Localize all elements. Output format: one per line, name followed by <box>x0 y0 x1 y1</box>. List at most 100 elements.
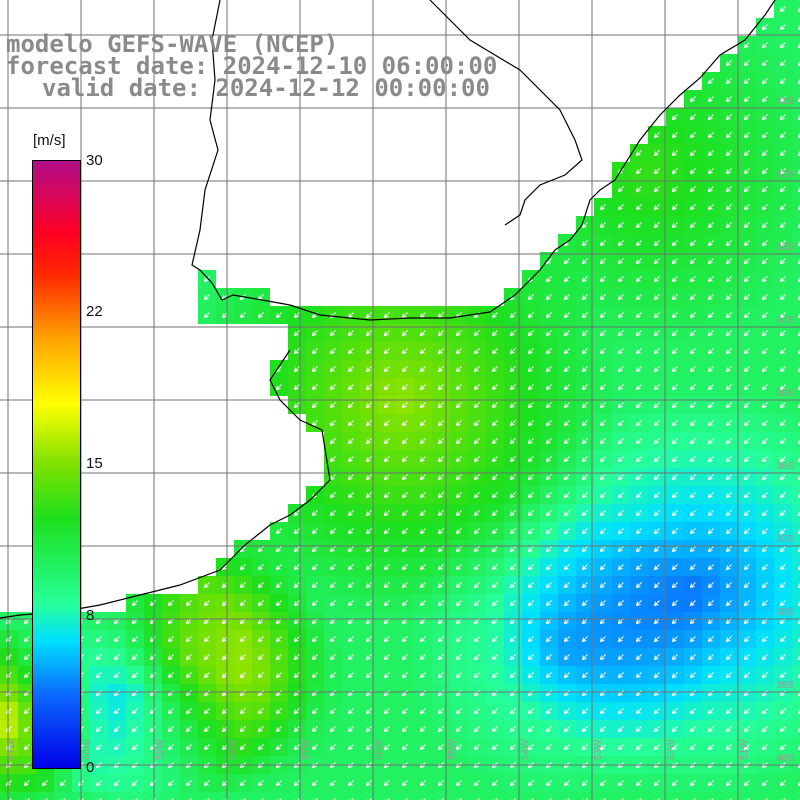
wind-arrow <box>743 510 750 517</box>
wind-arrow <box>203 276 210 283</box>
wind-arrow <box>437 744 444 751</box>
wind-arrow <box>365 582 372 589</box>
wind-arrow <box>725 384 732 391</box>
wind-arrow <box>437 582 444 589</box>
wind-arrow <box>689 726 696 733</box>
wind-arrow <box>203 312 210 319</box>
wind-arrow <box>599 510 606 517</box>
wind-arrow <box>365 672 372 679</box>
wind-arrow <box>636 798 642 800</box>
wind-arrow <box>671 384 678 391</box>
wind-arrow <box>509 780 516 787</box>
wind-arrow <box>707 474 714 481</box>
wind-arrow <box>455 600 462 607</box>
wind-arrow <box>563 258 570 265</box>
lat-label: 32S <box>776 169 794 180</box>
wind-arrow <box>797 223 800 229</box>
wind-arrow <box>581 510 588 517</box>
wind-arrow <box>671 348 678 355</box>
wind-arrow <box>689 348 696 355</box>
wind-arrow <box>5 744 12 751</box>
wind-arrow <box>437 690 444 697</box>
wind-arrow <box>653 330 660 337</box>
wind-arrow <box>635 312 642 319</box>
wind-arrow <box>203 744 210 751</box>
wind-arrow <box>689 258 696 265</box>
wind-arrow <box>437 726 444 733</box>
wind-arrow <box>797 7 800 13</box>
wind-arrow <box>347 726 354 733</box>
wind-arrow <box>707 150 714 157</box>
wind-arrow <box>437 654 444 661</box>
wind-arrow <box>743 330 750 337</box>
wind-arrow <box>582 798 588 800</box>
wind-arrow <box>707 456 714 463</box>
wind-arrow <box>527 564 534 571</box>
wind-arrow <box>707 492 714 499</box>
wind-arrow <box>473 780 480 787</box>
wind-arrow <box>761 186 768 193</box>
wind-arrow <box>707 240 714 247</box>
wind-arrow <box>275 600 282 607</box>
wind-arrow <box>779 600 786 607</box>
wind-arrow <box>707 726 714 733</box>
wind-arrow <box>725 294 732 301</box>
wind-arrow <box>329 510 336 517</box>
wind-arrow <box>383 708 390 715</box>
wind-arrow <box>311 726 318 733</box>
wind-speed-cell <box>18 792 36 800</box>
wind-arrow <box>671 600 678 607</box>
wind-arrow <box>635 456 642 463</box>
wind-arrow <box>797 331 800 337</box>
wind-arrow <box>725 78 732 85</box>
wind-arrow <box>797 583 800 589</box>
wind-arrow <box>455 420 462 427</box>
wind-arrow <box>293 690 300 697</box>
wind-arrow <box>725 636 732 643</box>
wind-arrow <box>743 168 750 175</box>
wind-arrow <box>707 132 714 139</box>
wind-arrow <box>437 384 444 391</box>
wind-arrow <box>581 636 588 643</box>
wind-arrow <box>473 474 480 481</box>
wind-arrow <box>635 276 642 283</box>
wind-arrow <box>293 672 300 679</box>
wind-arrow <box>383 564 390 571</box>
wind-arrow <box>707 690 714 697</box>
wind-arrow <box>185 744 192 751</box>
wind-speed-cell <box>756 792 774 800</box>
wind-arrow <box>779 24 786 31</box>
wind-arrow <box>365 780 372 787</box>
wind-arrow <box>150 798 156 800</box>
wind-arrow <box>581 744 588 751</box>
wind-arrow <box>203 636 210 643</box>
wind-arrow <box>527 672 534 679</box>
wind-arrow <box>455 546 462 553</box>
wind-arrow <box>780 798 786 800</box>
wind-arrow <box>797 151 800 157</box>
wind-arrow <box>365 330 372 337</box>
wind-speed-cell <box>792 126 800 144</box>
wind-arrow <box>653 222 660 229</box>
wind-arrow <box>239 582 246 589</box>
wind-arrow <box>509 708 516 715</box>
wind-arrow <box>617 510 624 517</box>
wind-arrow <box>294 798 300 800</box>
wind-arrow <box>797 691 800 697</box>
wind-arrow <box>797 385 800 391</box>
wind-arrow <box>653 780 660 787</box>
wind-arrow <box>689 528 696 535</box>
wind-arrow <box>797 655 800 661</box>
wind-speed-cell <box>792 324 800 342</box>
wind-arrow <box>509 384 516 391</box>
wind-arrow <box>203 672 210 679</box>
wind-arrow <box>653 438 660 445</box>
wind-arrow <box>672 798 678 800</box>
wind-arrow <box>689 96 696 103</box>
wind-speed-cell <box>792 558 800 576</box>
lon-label: 53W <box>593 739 604 760</box>
wind-arrow <box>419 672 426 679</box>
wind-arrow <box>635 744 642 751</box>
wind-arrow <box>779 258 786 265</box>
wind-arrow <box>779 240 786 247</box>
